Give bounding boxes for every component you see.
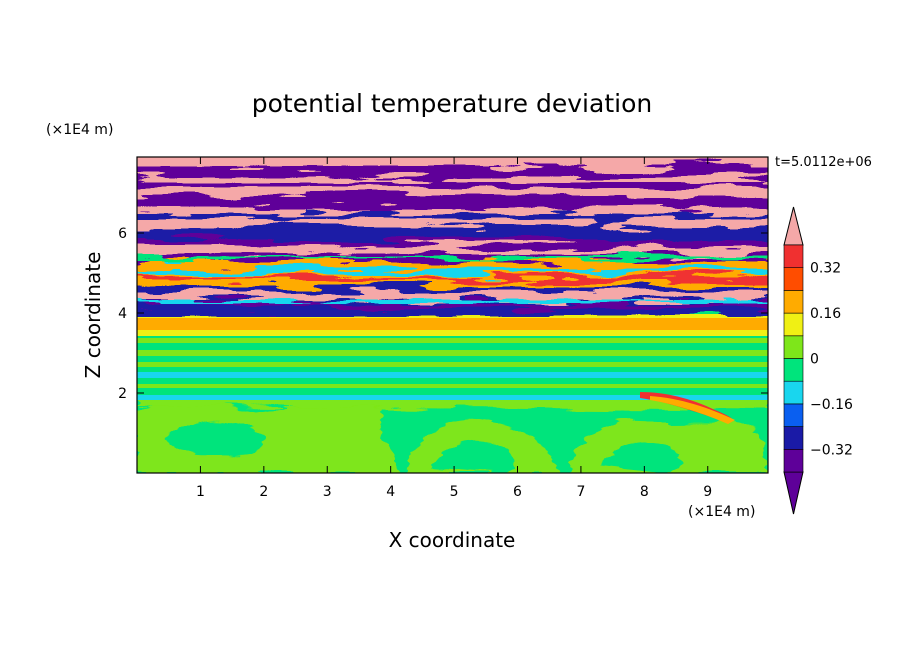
colorbar-swatch bbox=[783, 380, 804, 405]
colorbar-swatch bbox=[783, 448, 804, 473]
colorbar-lower-extension bbox=[783, 471, 804, 515]
colorbar-tick-label: −0.32 bbox=[810, 442, 853, 458]
colorbar-tick-label: 0.16 bbox=[810, 306, 841, 322]
plot-area bbox=[137, 157, 768, 473]
x-tick-label: 4 bbox=[386, 484, 395, 500]
colorbar-swatch bbox=[783, 290, 804, 314]
chart-title: potential temperature deviation bbox=[252, 89, 652, 118]
colorbar-swatch bbox=[783, 312, 804, 337]
x-axis-label: X coordinate bbox=[389, 528, 516, 552]
x-tick-label: 3 bbox=[323, 484, 332, 500]
colorbar: 0.32 0.16 0 −0.16 −0.32 bbox=[783, 206, 853, 515]
y-tick-label: 4 bbox=[118, 306, 127, 322]
x-tick-label: 5 bbox=[450, 484, 459, 500]
x-tick-label: 8 bbox=[640, 484, 649, 500]
colorbar-swatch bbox=[783, 267, 804, 291]
x-tick-label: 2 bbox=[259, 484, 268, 500]
colorbar-upper-extension bbox=[783, 206, 804, 246]
colorbar-swatch bbox=[783, 358, 804, 382]
x-tick-label: 6 bbox=[513, 484, 522, 500]
y-axis-label: Z coordinate bbox=[81, 252, 105, 379]
colorbar-swatch bbox=[783, 403, 804, 427]
colorbar-tick-label: 0.32 bbox=[810, 261, 841, 277]
x-axis: 1 2 3 4 5 6 7 8 9 bbox=[196, 157, 712, 500]
colorbar-tick-label: 0 bbox=[810, 352, 819, 368]
x-tick-label: 7 bbox=[576, 484, 585, 500]
y-tick-label: 6 bbox=[118, 226, 127, 242]
colorbar-tick-label: −0.16 bbox=[810, 397, 853, 413]
x-unit-label: (×1E4 m) bbox=[688, 504, 755, 520]
y-axis: 2 4 6 bbox=[118, 226, 768, 402]
colorbar-swatch bbox=[783, 335, 804, 359]
y-tick-label: 2 bbox=[118, 386, 127, 402]
z-unit-label: (×1E4 m) bbox=[46, 122, 113, 138]
colorbar-swatch bbox=[783, 426, 804, 450]
x-tick-label: 9 bbox=[703, 484, 712, 500]
time-label: t=5.0112e+06 bbox=[775, 155, 872, 170]
upper-turbulent-layer bbox=[137, 157, 768, 317]
plot-frame bbox=[136, 156, 769, 474]
x-tick-label: 1 bbox=[196, 484, 205, 500]
colorbar-swatch bbox=[783, 244, 804, 269]
